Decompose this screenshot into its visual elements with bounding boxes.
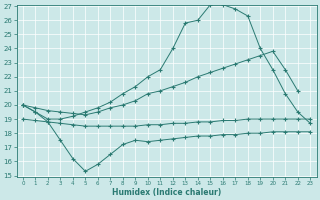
X-axis label: Humidex (Indice chaleur): Humidex (Indice chaleur) <box>112 188 221 197</box>
